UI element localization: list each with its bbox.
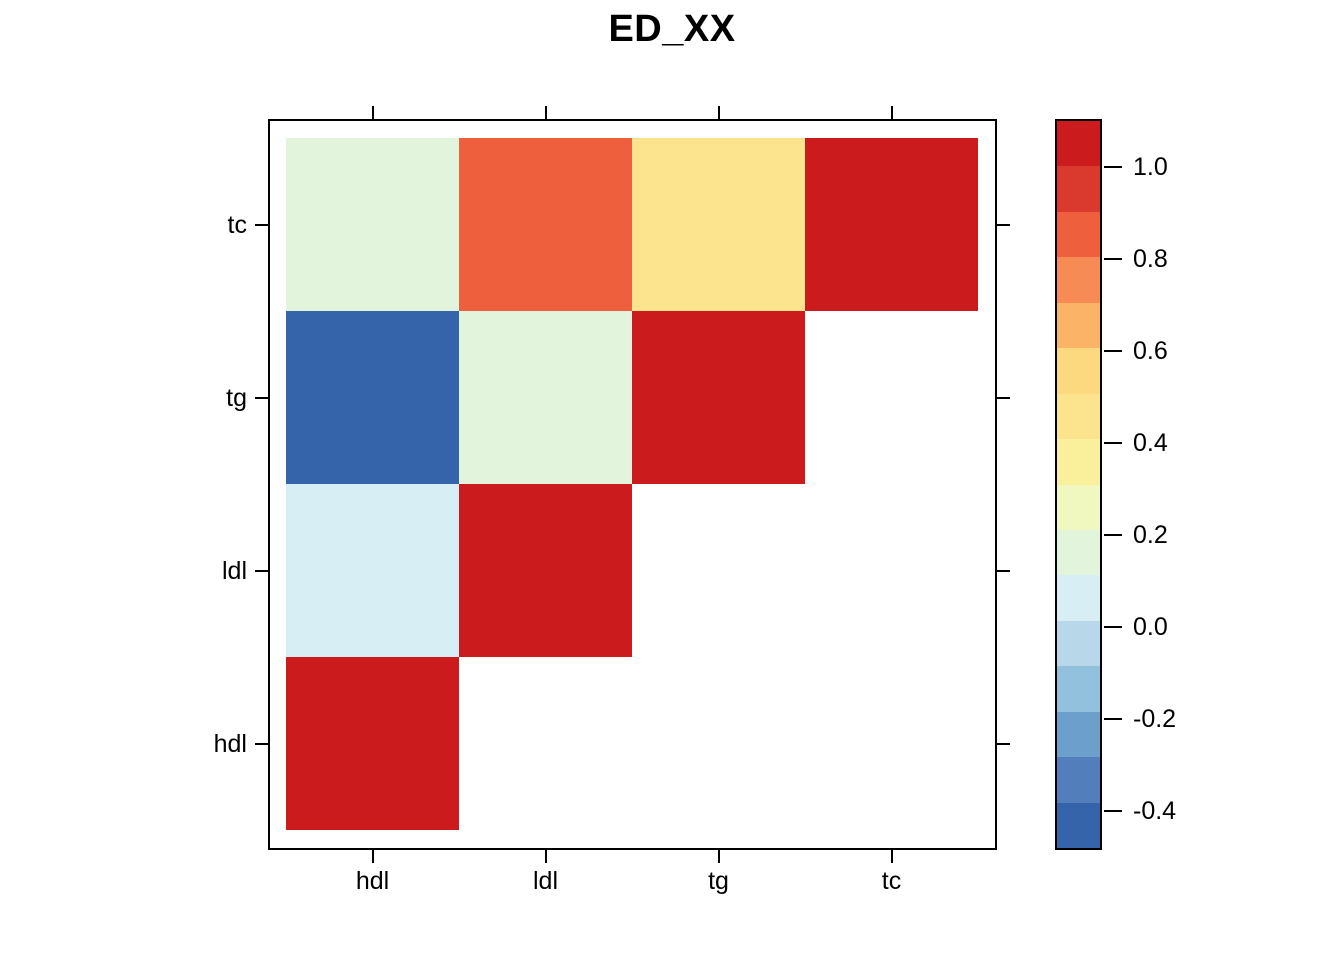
heatmap-cell-tc-hdl	[286, 138, 459, 311]
x-axis-label-tg: tg	[708, 867, 729, 895]
x-axis-tick-top-hdl	[371, 106, 374, 119]
x-axis-tick-top-ldl	[544, 106, 547, 119]
colorbar-segment-10	[1057, 529, 1100, 576]
x-axis-label-tc: tc	[881, 867, 902, 895]
y-axis-tick-left-ldl	[255, 569, 268, 572]
colorbar-tick-label-0.4: 0.4	[1133, 429, 1168, 458]
heatmap-cell-tc-tg	[632, 138, 805, 311]
heatmap-cell-hdl-hdl	[286, 657, 459, 830]
x-axis-tick-bottom-hdl	[371, 850, 374, 863]
colorbar-tick-label-0.6: 0.6	[1133, 337, 1168, 366]
y-axis-label-hdl: hdl	[213, 729, 247, 758]
heatmap-cell-tc-tc	[805, 138, 978, 311]
colorbar-segment-7	[1057, 393, 1100, 440]
colorbar-segment-2	[1057, 166, 1100, 212]
colorbar-segment-9	[1057, 484, 1100, 530]
y-axis-label-ldl: ldl	[221, 556, 247, 585]
colorbar-segment-15	[1057, 757, 1100, 803]
y-axis-tick-left-tc	[255, 223, 268, 226]
colorbar-segment-16	[1057, 802, 1100, 848]
heatmap-cell-ldl-ldl	[459, 484, 632, 657]
colorbar-tick-label--0.2: -0.2	[1133, 705, 1177, 734]
colorbar-tick-0.6	[1104, 350, 1122, 353]
colorbar-tick-0.0	[1104, 626, 1122, 629]
heatmap-cell-tc-ldl	[459, 138, 632, 311]
colorbar-tick--0.4	[1104, 810, 1122, 813]
colorbar-tick-0.2	[1104, 534, 1122, 537]
heatmap-cell-tg-tg	[632, 311, 805, 484]
colorbar-segment-3	[1057, 211, 1100, 258]
x-axis-label-hdl: hdl	[355, 867, 390, 895]
colorbar-tick-label-0.0: 0.0	[1133, 613, 1168, 642]
y-axis-label-tg: tg	[226, 383, 247, 412]
colorbar-tick-1.0	[1104, 166, 1122, 168]
y-axis-tick-right-tc	[997, 223, 1010, 226]
x-axis-tick-bottom-tg	[717, 850, 720, 863]
x-axis-tick-top-tc	[890, 106, 893, 119]
heatmap-cell-ldl-hdl	[286, 484, 459, 657]
y-axis-tick-right-hdl	[997, 742, 1010, 745]
x-axis-tick-bottom-ldl	[544, 850, 547, 863]
y-axis-tick-left-hdl	[255, 742, 268, 745]
y-axis-tick-left-tg	[255, 396, 268, 399]
x-axis-label-ldl: ldl	[532, 867, 558, 895]
colorbar-segment-6	[1057, 348, 1100, 394]
colorbar-segment-11	[1057, 575, 1100, 621]
colorbar-tick-0.4	[1104, 442, 1122, 445]
colorbar-segment-5	[1057, 302, 1100, 349]
colorbar-tick-label--0.4: -0.4	[1133, 797, 1177, 826]
heatmap-cell-tg-ldl	[459, 311, 632, 484]
colorbar-tick-label-1.0: 1.0	[1133, 153, 1168, 181]
colorbar-tick-label-0.2: 0.2	[1133, 521, 1168, 550]
colorbar-segment-14	[1057, 711, 1100, 758]
colorbar-segment-12	[1057, 620, 1100, 667]
x-axis-tick-top-tg	[717, 106, 720, 119]
y-axis-label-tc: tc	[227, 210, 247, 239]
chart-title: ED_XX	[608, 8, 736, 50]
colorbar-segment-4	[1057, 257, 1100, 303]
x-axis-tick-bottom-tc	[890, 850, 893, 863]
colorbar-segment-8	[1057, 439, 1100, 485]
colorbar-segment-13	[1057, 666, 1100, 712]
y-axis-tick-right-ldl	[997, 569, 1010, 572]
colorbar-tick-label-0.8: 0.8	[1133, 245, 1168, 274]
colorbar	[1055, 119, 1102, 850]
colorbar-tick-0.8	[1104, 258, 1122, 261]
colorbar-segment-1	[1057, 121, 1100, 167]
colorbar-tick--0.2	[1104, 718, 1122, 721]
heatmap-cells	[286, 138, 978, 830]
y-axis-tick-right-tg	[997, 396, 1010, 399]
heatmap-cell-tg-hdl	[286, 311, 459, 484]
